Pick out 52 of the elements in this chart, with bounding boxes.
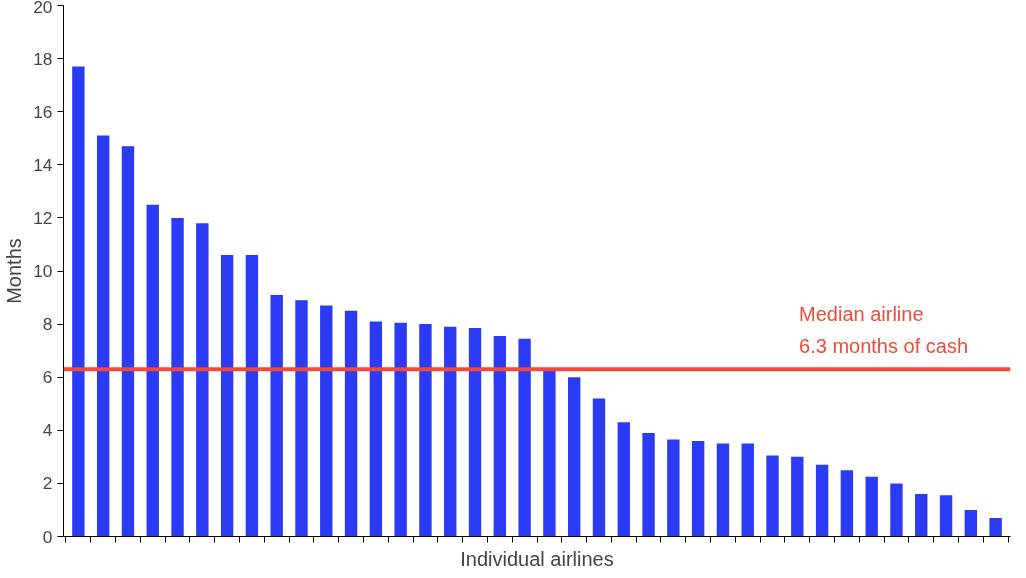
bar bbox=[121, 146, 135, 537]
bar bbox=[245, 255, 259, 537]
bar bbox=[96, 135, 110, 537]
y-tick-label: 8 bbox=[42, 314, 53, 335]
y-tick-label: 20 bbox=[33, 0, 53, 17]
bar bbox=[667, 439, 680, 537]
bar bbox=[419, 324, 432, 537]
ref-line-label: Median airline 6.3 months of cash bbox=[799, 303, 969, 358]
bar bbox=[766, 455, 779, 537]
bar bbox=[592, 398, 606, 537]
bar bbox=[270, 294, 283, 537]
bar bbox=[840, 470, 854, 537]
bar bbox=[493, 336, 507, 537]
bar bbox=[567, 377, 581, 537]
y-tick-label: 14 bbox=[33, 154, 53, 175]
bar bbox=[791, 456, 804, 537]
x-axis-title: Individual airlines bbox=[460, 547, 614, 570]
bar bbox=[369, 321, 383, 537]
bar bbox=[865, 476, 878, 537]
y-tick-label: 12 bbox=[33, 207, 53, 228]
bar bbox=[890, 483, 903, 537]
bar bbox=[642, 432, 655, 537]
y-tick-label: 0 bbox=[42, 526, 53, 547]
bar bbox=[394, 322, 407, 537]
y-tick-label: 2 bbox=[42, 473, 53, 494]
bar bbox=[444, 326, 457, 537]
bar bbox=[716, 443, 730, 537]
bar bbox=[146, 204, 159, 537]
y-tick-label: 10 bbox=[33, 261, 53, 281]
y-tick-label: 4 bbox=[42, 420, 53, 441]
y-tick-label: 18 bbox=[33, 48, 53, 69]
y-tick-label: 16 bbox=[33, 101, 53, 122]
bar bbox=[171, 217, 184, 537]
y-tick-label: 6 bbox=[42, 367, 53, 388]
bar bbox=[915, 494, 928, 537]
bar bbox=[989, 517, 1002, 537]
bar bbox=[617, 422, 630, 537]
bar bbox=[741, 443, 754, 537]
bar bbox=[295, 300, 308, 537]
bar bbox=[939, 495, 953, 537]
bar bbox=[468, 328, 482, 537]
bar bbox=[543, 369, 556, 537]
y-axis-title: Months bbox=[3, 238, 26, 304]
bar bbox=[220, 255, 234, 537]
bar bbox=[72, 66, 85, 537]
bar bbox=[815, 464, 829, 537]
bar bbox=[691, 440, 705, 537]
bar bbox=[344, 310, 358, 537]
bar bbox=[518, 338, 531, 537]
bar bbox=[320, 305, 333, 537]
bar bbox=[964, 509, 978, 537]
bar bbox=[196, 223, 209, 537]
